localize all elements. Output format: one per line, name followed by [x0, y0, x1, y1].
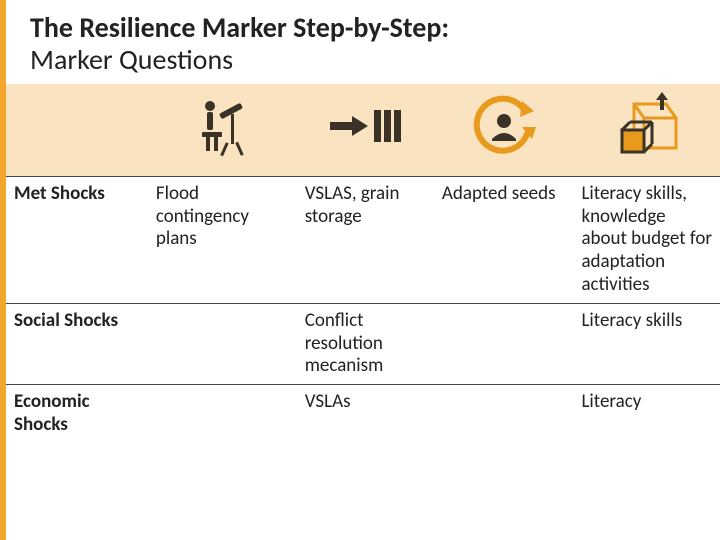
icon-cell-empty: [6, 84, 148, 176]
refresh-user-icon: [468, 91, 540, 163]
row-social-shocks: Social Shocks Conflict resolution mecani…: [6, 303, 720, 384]
cell: [434, 303, 574, 384]
cube-arrow-icon: [610, 92, 684, 162]
row-label: Met Shocks: [6, 176, 148, 303]
slide-title: The Resilience Marker Step-by-Step: Mark…: [6, 0, 720, 84]
row-economic-shocks: Economic Shocks VSLAs Literacy: [6, 385, 720, 443]
cell: Literacy: [573, 385, 720, 443]
cell: Literacy skills, knowledge about budget …: [573, 176, 720, 303]
cell: VSLAS, grain storage: [297, 176, 434, 303]
icon-cell-3: [434, 84, 574, 176]
cell: Conflict resolution mecanism: [297, 303, 434, 384]
cell: Flood contingency plans: [148, 176, 297, 303]
icon-cell-4: [573, 84, 720, 176]
content-table: Met Shocks Flood contingency plans VSLAS…: [6, 84, 720, 442]
arrow-pause-icon: [326, 100, 404, 154]
slide: The Resilience Marker Step-by-Step: Mark…: [0, 0, 720, 540]
cell: Adapted seeds: [434, 176, 574, 303]
cell: [148, 385, 297, 443]
icon-cell-2: [297, 84, 434, 176]
icon-row: [6, 84, 720, 176]
title-line-2: Marker Questions: [30, 42, 233, 77]
cell: [434, 385, 574, 443]
cell: Literacy skills: [573, 303, 720, 384]
cell: [148, 303, 297, 384]
icon-cell-1: [148, 84, 297, 176]
row-label: Social Shocks: [6, 303, 148, 384]
cell: VSLAs: [297, 385, 434, 443]
row-label: Economic Shocks: [6, 385, 148, 443]
telescope-person-icon: [187, 92, 257, 162]
row-met-shocks: Met Shocks Flood contingency plans VSLAS…: [6, 176, 720, 303]
title-line-1: The Resilience Marker Step-by-Step:: [30, 10, 449, 45]
